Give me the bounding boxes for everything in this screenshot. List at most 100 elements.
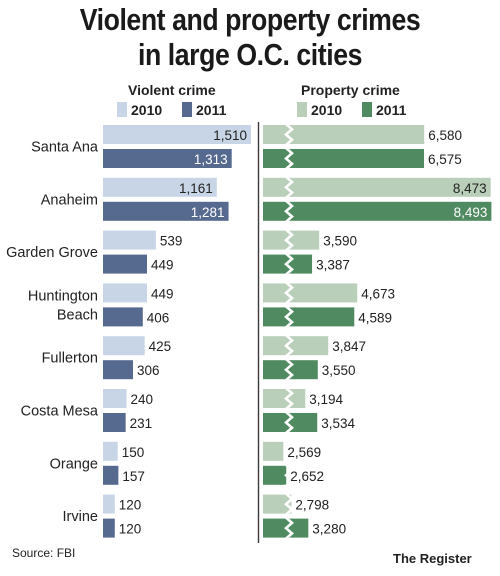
property-bar-2010-anaheim: [263, 177, 491, 197]
violent-bar-2010-costa-mesa: [103, 389, 127, 408]
violent-value-2010-santa-ana: 1,510: [213, 128, 247, 143]
violent-value-2011-huntington-beach: 406: [147, 310, 170, 325]
property-axis-break-2011-costa-mesa: [284, 411, 294, 434]
violent-bar-2011-anaheim: [103, 201, 229, 221]
property-bar-2011-santa-ana: [263, 149, 425, 168]
city-label-garden-grove: Garden Grove: [6, 245, 98, 261]
property-axis-break-2010-costa-mesa: [284, 387, 294, 410]
property-value-2011-santa-ana: 6,575: [428, 152, 462, 167]
property-value-2010-santa-ana: 6,580: [428, 128, 462, 143]
violent-bar-2011-santa-ana: [103, 149, 232, 168]
property-legend-title: Property crime: [301, 82, 400, 98]
property-axis-break-2010-fullerton: [284, 334, 294, 358]
property-bar-2010-santa-ana: [263, 125, 425, 144]
city-label-huntington-beach-2: Beach: [57, 307, 98, 323]
violent-value-2010-huntington-beach: 449: [151, 286, 174, 301]
city-label-costa-mesa: Costa Mesa: [21, 404, 99, 420]
property-axis-break-2011-irvine: [284, 516, 294, 540]
violent-bar-2011-garden-grove: [103, 254, 148, 274]
property-value-2010-huntington-beach: 4,673: [361, 286, 395, 301]
property-axis-break-2011-anaheim: [284, 199, 294, 223]
property-bar-2011-orange: [263, 465, 287, 485]
violent-2010-swatch: [117, 102, 127, 117]
property-value-2010-garden-grove: 3,590: [323, 234, 357, 249]
property-axis-break-2011-santa-ana: [284, 147, 294, 170]
violent-value-2011-costa-mesa: 231: [130, 416, 153, 431]
property-axis-break-2010-huntington-beach: [284, 281, 294, 305]
city-label-santa-ana: Santa Ana: [31, 140, 99, 156]
property-value-2011-irvine: 3,280: [312, 522, 346, 537]
violent-value-2011-fullerton: 306: [137, 363, 160, 378]
property-value-2010-orange: 2,569: [287, 445, 321, 460]
property-axis-break-2011-huntington-beach: [284, 305, 294, 329]
violent-bar-2011-fullerton: [103, 360, 133, 380]
violent-legend-title: Violent crime: [128, 82, 216, 98]
violent-bar-2010-fullerton: [103, 336, 145, 356]
violent-value-2011-orange: 157: [122, 469, 145, 484]
violent-value-2011-irvine: 120: [119, 522, 142, 537]
violent-bar-2010-orange: [103, 441, 118, 461]
property-bar-2010-fullerton: [263, 336, 329, 356]
violent-value-2010-garden-grove: 539: [160, 234, 183, 249]
chart-title: Violent and property crimes in large O.C…: [35, 2, 465, 72]
chart-title-line-2: in large O.C. cities: [137, 37, 363, 72]
violent-bar-2010-santa-ana: [103, 125, 251, 144]
publisher-credit: The Register: [393, 551, 472, 566]
violent-value-2011-santa-ana: 1,313: [194, 152, 228, 167]
property-axis-break-2010-garden-grove: [284, 228, 294, 252]
violent-bar-2010-garden-grove: [103, 230, 156, 250]
city-label-irvine: Irvine: [63, 509, 98, 525]
property-axis-break-2011-orange: [284, 463, 294, 487]
city-label-anaheim: Anaheim: [41, 192, 98, 208]
violent-bar-2011-costa-mesa: [103, 413, 126, 432]
property-bar-2010-garden-grove: [263, 230, 320, 250]
violent-bar-2011-orange: [103, 465, 119, 485]
violent-value-2010-costa-mesa: 240: [131, 392, 154, 407]
source-note: Source: FBI: [12, 546, 76, 560]
property-value-2010-irvine: 2,798: [295, 498, 329, 513]
chart-title-line-1: Violent and property crimes: [79, 2, 421, 37]
property-value-2010-costa-mesa: 3,194: [309, 392, 343, 407]
violent-bar-2010-irvine: [103, 494, 115, 514]
property-2011-swatch: [362, 102, 372, 117]
property-value-2010-anaheim: 8,473: [453, 181, 487, 196]
property-2011-legend-label: 2011: [376, 102, 407, 118]
violent-2010-legend-label: 2010: [131, 102, 163, 118]
property-bar-2010-irvine: [263, 494, 292, 514]
property-axis-break-2010-anaheim: [284, 175, 294, 199]
violent-bar-2010-huntington-beach: [103, 283, 148, 303]
property-bar-2010-orange: [263, 441, 284, 461]
property-2010-legend-label: 2010: [311, 102, 343, 118]
violent-bar-2011-irvine: [103, 518, 115, 538]
property-value-2010-fullerton: 3,847: [332, 339, 366, 354]
violent-value-2011-anaheim: 1,281: [191, 205, 225, 220]
violent-value-2010-anaheim: 1,161: [179, 181, 213, 196]
city-label-fullerton: Fullerton: [42, 351, 98, 367]
property-axis-break-2011-garden-grove: [284, 252, 294, 276]
property-value-2011-orange: 2,652: [290, 469, 324, 484]
property-value-2011-fullerton: 3,550: [322, 363, 356, 378]
violent-2011-legend-label: 2011: [196, 102, 227, 118]
violent-2011-swatch: [182, 102, 192, 117]
violent-value-2010-fullerton: 425: [149, 339, 172, 354]
property-value-2011-anaheim: 8,493: [454, 205, 488, 220]
property-bar-2011-anaheim: [263, 201, 492, 221]
property-axis-break-2010-irvine: [284, 492, 294, 516]
property-axis-break-2010-santa-ana: [284, 123, 294, 146]
violent-value-2010-irvine: 120: [119, 498, 142, 513]
violent-bar-2010-anaheim: [103, 177, 217, 197]
property-value-2011-huntington-beach: 4,589: [358, 310, 392, 325]
property-bar-2011-huntington-beach: [263, 307, 355, 327]
property-axis-break-2010-orange: [284, 439, 294, 463]
violent-bar-2011-huntington-beach: [103, 307, 143, 327]
property-value-2011-garden-grove: 3,387: [316, 258, 350, 273]
property-2010-swatch: [297, 102, 307, 117]
city-label-orange: Orange: [50, 456, 98, 472]
property-bar-2011-fullerton: [263, 360, 318, 380]
violent-value-2010-orange: 150: [122, 445, 145, 460]
property-bar-2011-costa-mesa: [263, 413, 318, 432]
property-axis-break-2011-fullerton: [284, 358, 294, 382]
city-label-huntington-beach-1: Huntington: [28, 288, 98, 304]
violent-value-2011-garden-grove: 449: [151, 258, 174, 273]
